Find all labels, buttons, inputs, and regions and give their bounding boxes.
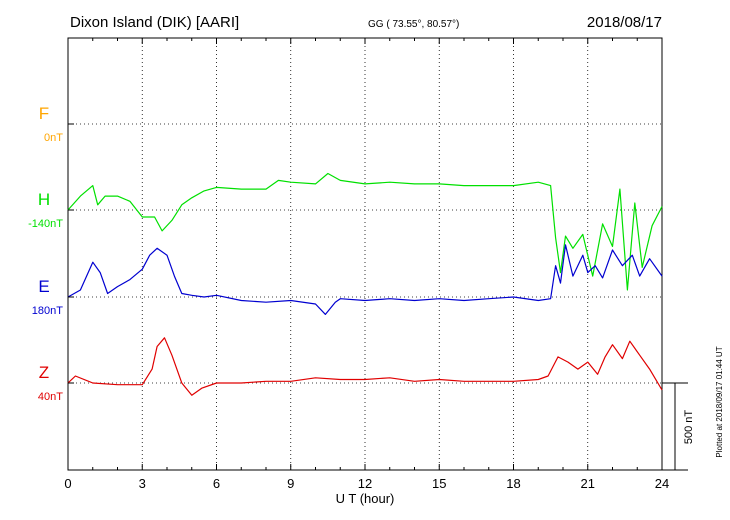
component-label-H: H xyxy=(38,190,50,209)
baseline-label-F: 0nT xyxy=(44,132,63,144)
x-tick-label-18: 18 xyxy=(506,476,520,491)
series-line-Z xyxy=(67,337,663,396)
x-tick-label-9: 9 xyxy=(287,476,294,491)
component-label-Z: Z xyxy=(39,363,49,382)
date-label: 2018/08/17 xyxy=(587,14,662,31)
component-labels: F 0nT H -140nT E 180nT Z 40nT xyxy=(28,104,63,403)
baseline-label-E: 180nT xyxy=(32,305,63,317)
series-line-H xyxy=(67,172,663,291)
x-tick-label-6: 6 xyxy=(213,476,220,491)
x-axis-ticks: 0 3 6 9 12 15 18 21 24 xyxy=(64,38,669,491)
x-tick-label-21: 21 xyxy=(581,476,595,491)
plotted-timestamp: Plotted at 2018/09/17 01:44 UT xyxy=(715,346,724,457)
series-lines xyxy=(67,172,663,396)
x-tick-label-15: 15 xyxy=(432,476,446,491)
x-tick-label-24: 24 xyxy=(655,476,669,491)
component-label-F: F xyxy=(39,104,49,123)
series-line-E xyxy=(67,244,663,315)
x-axis-label: U T (hour) xyxy=(336,491,395,506)
coordinates-label: GG ( 73.55°, 80.57°) xyxy=(368,19,459,30)
scale-bar: 500 nT xyxy=(662,382,695,471)
component-label-E: E xyxy=(38,277,49,296)
chart-title: Dixon Island (DIK) [AARI] xyxy=(70,14,239,31)
scale-bar-label: 500 nT xyxy=(683,410,695,445)
baseline-label-Z: 40nT xyxy=(38,391,63,403)
baseline-label-H: -140nT xyxy=(28,218,63,230)
x-tick-label-3: 3 xyxy=(139,476,146,491)
x-tick-label-12: 12 xyxy=(358,476,372,491)
x-tick-label-0: 0 xyxy=(64,476,71,491)
chart-grid xyxy=(68,38,662,470)
